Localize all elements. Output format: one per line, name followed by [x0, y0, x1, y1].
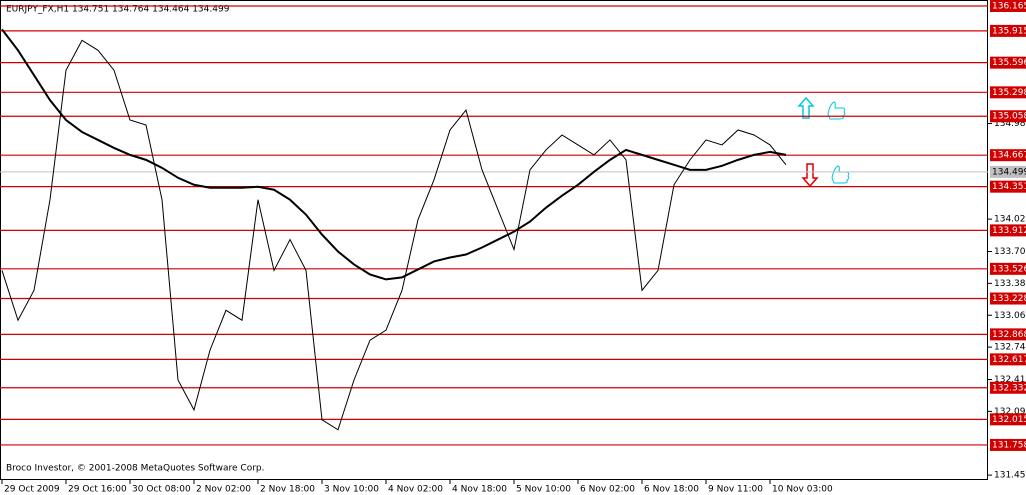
level-box — [990, 353, 1026, 366]
y-tick-label: 133.060 — [994, 311, 1026, 321]
level-box — [990, 413, 1026, 426]
y-tick-label: 133.700 — [994, 247, 1026, 257]
level-label: 132.015 — [992, 415, 1026, 425]
level-label: 136.165 — [992, 1, 1026, 11]
moving-average — [1, 28, 787, 281]
level-label: 135.596 — [992, 58, 1026, 68]
hand-icon — [831, 165, 850, 184]
y-tick-label: 134.025 — [994, 215, 1026, 225]
x-tick-label: 4 Nov 02:00 — [388, 485, 443, 495]
y-tick-label: 132.740 — [994, 343, 1026, 353]
level-label: 135.298 — [992, 88, 1026, 98]
level-box — [990, 438, 1026, 451]
level-label: 132.868 — [992, 330, 1026, 340]
level-box — [990, 86, 1026, 99]
current-price-box — [990, 165, 1026, 178]
x-tick-label: 5 Nov 10:00 — [516, 485, 571, 495]
level-label: 135.058 — [992, 112, 1026, 122]
hand-icon — [827, 101, 846, 120]
level-label: 133.912 — [992, 226, 1026, 236]
x-tick-label: 6 Nov 18:00 — [644, 485, 699, 495]
level-box — [990, 381, 1026, 394]
level-label: 131.758 — [992, 440, 1026, 450]
x-tick-label: 9 Nov 11:00 — [708, 485, 763, 495]
signals — [797, 96, 850, 188]
x-tick-label: 10 Nov 03:00 — [772, 485, 833, 495]
x-tick-label: 29 Oct 16:00 — [68, 485, 127, 495]
y-tick-label: 132.095 — [994, 407, 1026, 417]
level-box — [990, 24, 1026, 37]
level-label: 132.332 — [992, 383, 1026, 393]
level-label: 134.351 — [992, 182, 1026, 192]
x-tick-label: 2 Nov 18:00 — [260, 485, 315, 495]
y-tick-label: 131.455 — [994, 471, 1026, 481]
level-box — [990, 110, 1026, 123]
level-label: 132.617 — [992, 355, 1026, 365]
x-tick-label: 4 Nov 18:00 — [452, 485, 507, 495]
level-box — [990, 292, 1026, 305]
x-tick-label: 2 Nov 02:00 — [196, 485, 251, 495]
x-tick-label: 6 Nov 02:00 — [580, 485, 635, 495]
level-label: 135.915 — [992, 26, 1026, 36]
level-label: 134.667 — [992, 151, 1026, 161]
level-box — [990, 56, 1026, 69]
up-arrow — [797, 96, 815, 119]
level-box — [990, 224, 1026, 237]
x-tick-label: 29 Oct 2009 — [4, 485, 60, 495]
level-box — [990, 149, 1026, 162]
price-line — [1, 39, 787, 431]
level-label: 133.228 — [992, 294, 1026, 304]
chart-title: EURJPY_FX,H1 134.751 134.764 134.464 134… — [6, 5, 230, 15]
level-label: 133.526 — [992, 264, 1026, 274]
x-tick-label: 30 Oct 08:00 — [132, 485, 191, 495]
level-box — [990, 328, 1026, 341]
level-box — [990, 180, 1026, 193]
plot-frame — [0, 0, 988, 480]
level-box — [990, 0, 1026, 12]
y-tick-label: 133.38 — [994, 279, 1026, 289]
footer: Broco Investor, © 2001-2008 MetaQuotes S… — [6, 464, 265, 474]
current-price-label: 134.499 — [992, 167, 1026, 177]
down-arrow — [801, 163, 819, 188]
x-tick-label: 3 Nov 10:00 — [324, 485, 379, 495]
y-tick-label: 134.985 — [994, 119, 1026, 129]
level-box — [990, 262, 1026, 275]
y-tick-label: 132.415 — [994, 375, 1026, 385]
